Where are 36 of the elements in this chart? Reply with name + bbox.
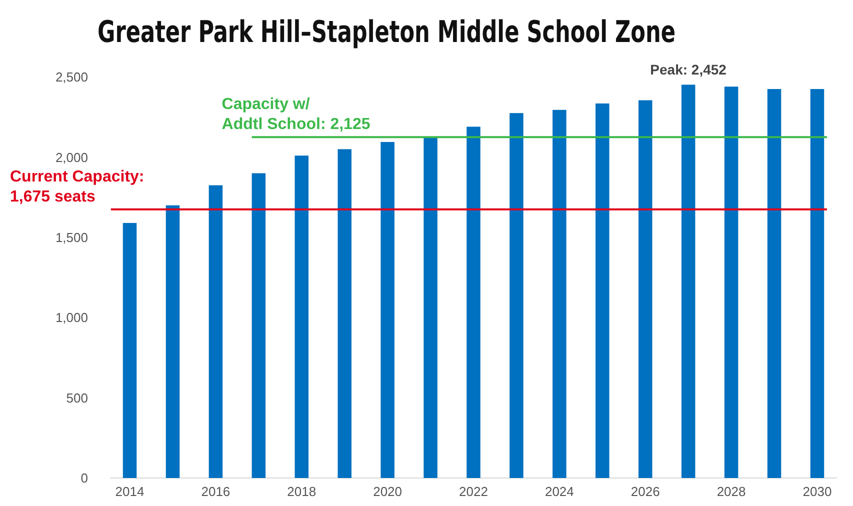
ref-line-label: Current Capacity: 1,675 seats (10, 168, 144, 206)
bar (122, 222, 137, 478)
bar (552, 110, 566, 478)
bar (681, 84, 696, 478)
bar (380, 142, 394, 478)
bar (466, 126, 480, 478)
bar (810, 89, 824, 478)
bar (638, 100, 652, 478)
x-tick-label: 2020 (373, 484, 402, 499)
bar (208, 185, 223, 478)
bar (166, 205, 180, 478)
x-tick-label: 2026 (630, 484, 660, 499)
x-tick-label: 2018 (287, 484, 316, 499)
bar (510, 113, 524, 478)
x-tick-label: 2014 (115, 484, 144, 499)
bar (252, 173, 266, 478)
chart-title: Greater Park Hill–Stapleton Middle School Zone (98, 15, 676, 50)
bar (338, 149, 352, 478)
x-tick-label: 2016 (201, 484, 230, 499)
x-tick-label: 2024 (544, 484, 574, 499)
x-tick-label: 2022 (459, 484, 488, 499)
bar (724, 86, 738, 478)
bar (294, 156, 309, 478)
y-tick-label: 500 (66, 390, 88, 406)
bar (596, 103, 610, 478)
ref-line-label: Capacity w/ Addtl School: 2,125 (222, 96, 370, 134)
y-tick-label: 1,000 (55, 310, 88, 326)
y-tick-label: 2,000 (55, 150, 88, 165)
bar (767, 89, 782, 478)
x-tick-label: 2030 (802, 484, 832, 499)
y-tick-label: 2,500 (55, 70, 88, 85)
annotation: Peak: 2,452 (650, 62, 727, 78)
y-tick-label: 1,500 (55, 230, 88, 245)
y-tick-label: 0 (80, 470, 88, 486)
x-tick-label: 2028 (716, 484, 746, 499)
bar (424, 138, 438, 478)
